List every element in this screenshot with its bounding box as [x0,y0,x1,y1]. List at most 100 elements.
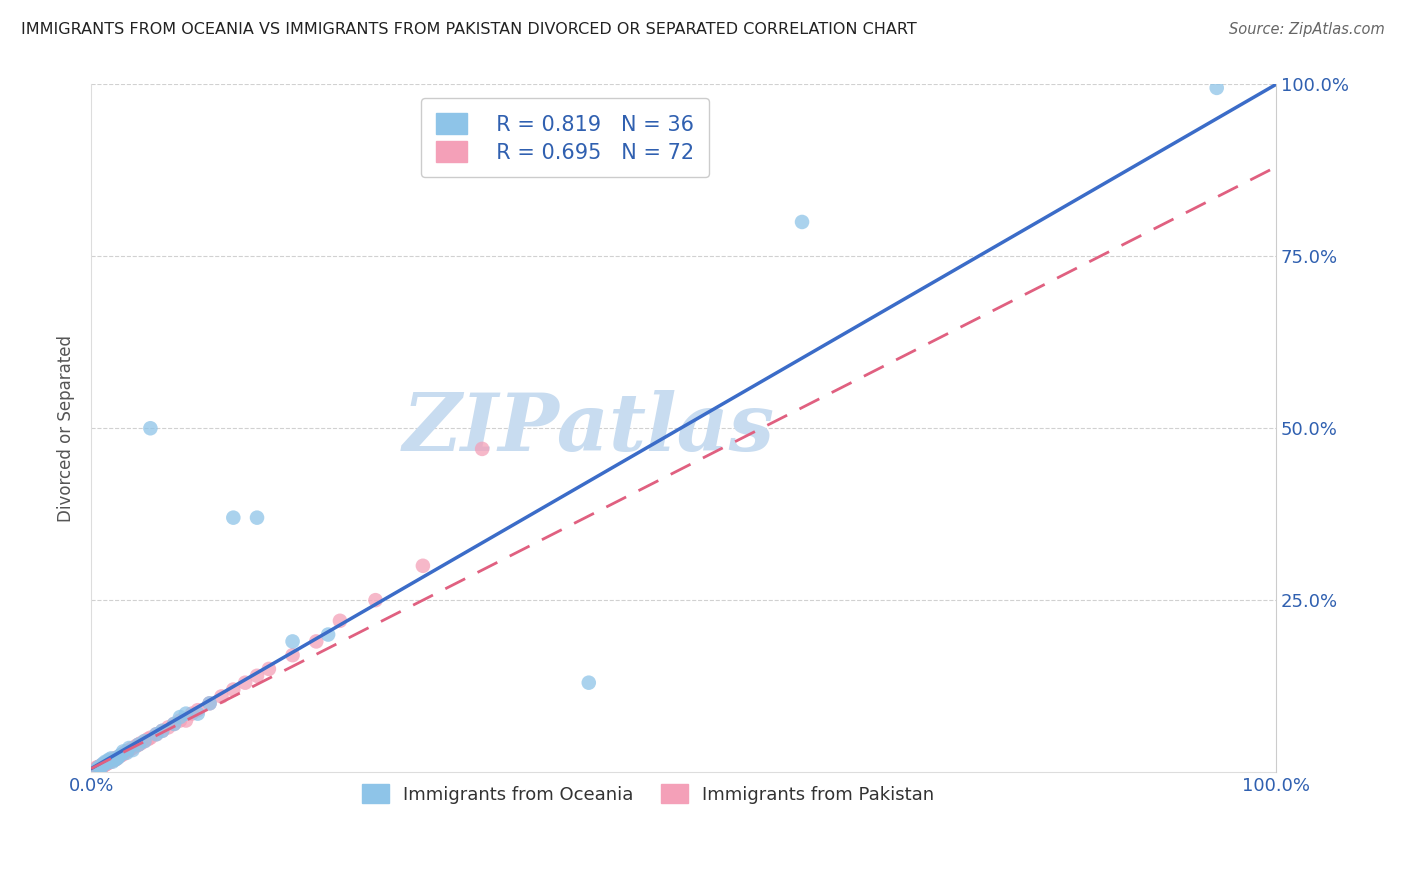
Point [87,760,110,774]
Point [169,710,191,724]
Point [128,738,150,752]
Point [174,714,197,728]
Point [91,756,114,771]
Point [115,744,138,758]
Point [97,756,120,770]
Point [91,758,114,772]
Point [121,741,143,756]
Point [128,738,150,752]
Point [89,759,111,773]
Point [115,746,138,760]
Point [471,442,494,456]
Point [134,734,156,748]
Point [110,748,132,763]
Point [305,634,328,648]
Point [578,675,600,690]
Point [90,759,112,773]
Point [90,760,112,774]
Point [107,750,129,764]
Point [89,760,111,774]
Point [198,696,221,710]
Point [134,734,156,748]
Point [139,731,162,745]
Point [180,706,202,721]
Point [211,690,233,704]
Point [101,755,124,769]
Point [316,627,339,641]
Point [91,759,114,773]
Point [104,753,127,767]
Point [89,759,111,773]
Point [112,746,135,760]
Point [281,634,304,648]
Point [125,739,148,753]
Point [105,752,128,766]
Point [145,727,167,741]
Point [87,761,110,775]
Point [118,741,141,756]
Point [169,714,191,728]
Point [96,756,118,771]
Point [91,757,114,772]
Point [105,751,128,765]
Point [89,761,111,775]
Point [112,747,135,762]
Point [94,755,117,769]
Point [104,753,127,767]
Point [93,758,115,772]
Point [412,558,434,573]
Point [97,754,120,768]
Point [257,662,280,676]
Point [222,510,245,524]
Point [101,753,124,767]
Point [107,750,129,764]
Point [110,747,132,762]
Point [94,757,117,772]
Point [90,761,112,775]
Point [101,753,124,767]
Point [174,706,197,721]
Text: IMMIGRANTS FROM OCEANIA VS IMMIGRANTS FROM PAKISTAN DIVORCED OR SEPARATED CORREL: IMMIGRANTS FROM OCEANIA VS IMMIGRANTS FR… [21,22,917,37]
Y-axis label: Divorced or Separated: Divorced or Separated [58,334,75,522]
Point [163,717,186,731]
Point [96,756,118,771]
Point [90,758,112,772]
Point [329,614,352,628]
Point [281,648,304,663]
Point [100,754,122,768]
Point [84,762,107,776]
Point [790,215,813,229]
Point [118,743,141,757]
Point [91,758,114,772]
Point [86,762,108,776]
Point [97,756,120,771]
Point [187,703,209,717]
Point [93,756,115,771]
Point [96,756,118,770]
Point [97,755,120,769]
Point [98,753,121,767]
Point [222,682,245,697]
Point [150,723,173,738]
Point [129,736,152,750]
Point [97,754,120,768]
Point [198,696,221,710]
Point [246,669,269,683]
Text: ZIPatlas: ZIPatlas [402,390,775,467]
Point [86,760,108,774]
Point [136,732,159,747]
Point [1205,81,1227,95]
Point [246,510,269,524]
Point [90,759,112,773]
Point [86,761,108,775]
Point [90,759,112,773]
Point [145,727,167,741]
Point [233,675,256,690]
Point [121,743,143,757]
Point [94,756,117,771]
Point [104,751,127,765]
Point [157,720,180,734]
Point [139,421,162,435]
Point [100,751,122,765]
Point [83,763,105,777]
